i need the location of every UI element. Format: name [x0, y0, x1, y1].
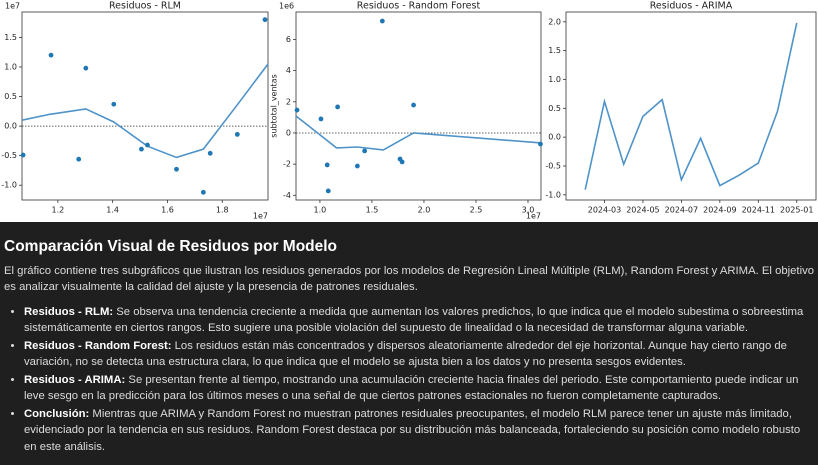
- item-label: Conclusión:: [24, 407, 90, 420]
- trend-line: [295, 115, 542, 151]
- point: [262, 17, 268, 23]
- point: [174, 166, 179, 172]
- point: [538, 141, 543, 147]
- y-tick-label: 1.0: [4, 62, 17, 71]
- y-tick-label: 0.0: [4, 122, 17, 131]
- point: [318, 116, 324, 122]
- point: [83, 65, 89, 71]
- point: [324, 162, 330, 168]
- point: [207, 150, 213, 156]
- point: [411, 102, 416, 108]
- y-tick-label: -0.5: [545, 161, 561, 170]
- point: [294, 107, 300, 113]
- series-line: [584, 22, 798, 190]
- point: [354, 163, 360, 169]
- document: Comparación Visual de Residuos por Model…: [0, 222, 818, 465]
- y-tick-label: 1.0: [548, 75, 561, 84]
- y-offset-label: 1e7: [5, 2, 20, 11]
- item-list: Residuos - RLM: Se observa una tendencia…: [4, 304, 814, 456]
- item-label: Residuos - ARIMA:: [24, 373, 126, 386]
- y-tick-label: -2: [283, 160, 291, 169]
- point: [145, 142, 150, 148]
- x-tick-label: 2025-01: [780, 206, 813, 215]
- x-offset-label: 1e7: [526, 212, 541, 221]
- charts: Residuos - RLM 1.5 1.0 0.5 0.0 -0.5 -1.0 1.2 1.4…: [0, 0, 818, 222]
- point: [379, 18, 385, 24]
- x-tick-label: 1.5: [366, 206, 379, 215]
- y-tick-label: -1.0: [1, 181, 17, 190]
- x-tick-label: 2024-07: [665, 206, 698, 215]
- x-tick-label: 1.2: [52, 206, 65, 215]
- item-text: Se presentan frente al tiempo, mostrando…: [24, 373, 799, 403]
- x-tick-label: 2.5: [470, 206, 483, 215]
- x-tick-label: 1.8: [216, 206, 229, 215]
- chart-title: Residuos - ARIMA: [650, 1, 733, 12]
- point: [234, 131, 240, 137]
- y-tick-label: -4: [283, 191, 291, 200]
- y-offset-label: 1e6: [279, 2, 294, 11]
- x-offset-label: 1e7: [253, 212, 268, 221]
- point: [399, 159, 405, 165]
- list-item: Residuos - Random Forest: Los residuos e…: [24, 338, 814, 371]
- section-title: Comparación Visual de Residuos por Model…: [4, 238, 338, 255]
- x-tick-label: 2024-03: [588, 206, 621, 215]
- x-tick-label: 1.6: [161, 206, 174, 215]
- y-tick-label: 0.0: [548, 133, 561, 142]
- y-tick-label: 0: [286, 128, 291, 137]
- y-axis-label: subtotal_ventas: [270, 74, 279, 138]
- axes-frame: [565, 11, 817, 201]
- x-tick-label: 2024-05: [626, 206, 659, 215]
- item-text: Los residuos están más concentrados y di…: [24, 339, 787, 369]
- list-item: Residuos - ARIMA: Se presentan frente al…: [24, 372, 814, 405]
- x-tick-label: 2024-09: [703, 206, 736, 215]
- point: [139, 146, 144, 152]
- y-tick-label: 1.5: [548, 46, 561, 55]
- x-tick-label: 3.0: [522, 206, 535, 215]
- y-tick-label: 0.5: [4, 92, 17, 101]
- x-tick-label: 2.0: [418, 206, 431, 215]
- item-text: Se observa una tendencia creciente a med…: [24, 305, 804, 335]
- list-item: Conclusión: Mientras que ARIMA y Random …: [24, 406, 814, 456]
- y-tick-label: 6: [286, 35, 291, 44]
- y-tick-label: -1.0: [545, 190, 561, 199]
- x-tick-label: 1.0: [314, 206, 327, 215]
- point: [335, 104, 341, 110]
- y-tick-label: 4: [286, 66, 291, 75]
- point: [111, 101, 117, 107]
- point: [20, 152, 26, 158]
- point: [200, 189, 206, 195]
- list-item: Residuos - RLM: Se observa una tendencia…: [24, 304, 814, 337]
- axes-frame: [21, 11, 269, 201]
- item-label: Residuos - Random Forest:: [24, 339, 172, 352]
- item-text: Mientras que ARIMA y Random Forest no mu…: [24, 407, 801, 453]
- y-tick-label: 2: [286, 97, 291, 106]
- y-tick-label: 2.0: [548, 17, 561, 26]
- point: [76, 156, 82, 162]
- item-label: Residuos - RLM:: [24, 305, 114, 318]
- x-tick-label: 1.4: [106, 206, 119, 215]
- point: [48, 52, 54, 58]
- chart-title: Residuos - Random Forest: [357, 1, 481, 12]
- point: [325, 188, 331, 194]
- y-tick-label: 0.5: [548, 104, 561, 113]
- axes-frame: [295, 11, 542, 201]
- y-tick-label: -0.5: [1, 151, 17, 160]
- paragraph: El gráfico contiene tres subgráficos que…: [4, 264, 815, 294]
- chart-title: Residuos - RLM: [109, 1, 181, 12]
- x-tick-label: 2024-11: [742, 206, 775, 215]
- point: [362, 148, 368, 154]
- y-tick-label: 1.5: [4, 33, 17, 42]
